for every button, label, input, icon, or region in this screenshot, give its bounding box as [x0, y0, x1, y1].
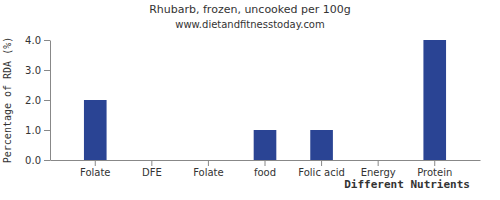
title: Rhubarb, frozen, uncooked per 100g [149, 3, 351, 16]
x-tick-mark [321, 160, 322, 166]
x-tick: Folate [80, 160, 111, 178]
x-tick-mark [434, 160, 435, 166]
bars [84, 40, 446, 160]
y-tick: 2.0 [25, 95, 50, 106]
bar [141, 160, 164, 161]
bar [423, 40, 446, 160]
y-tick-mark [44, 40, 50, 41]
plot: 0.0 1.0 2.0 3.0 4.0 Folate DFE Folate food Folic … [25, 35, 480, 178]
bar [84, 100, 107, 160]
y-tick-label: 4.0 [25, 35, 41, 46]
y-tick-mark [44, 100, 50, 101]
x-tick: Folic acid [298, 160, 345, 178]
x-tick: Folate [193, 160, 224, 178]
x-tick-label: Folic acid [298, 167, 345, 178]
x-tick-label: DFE [142, 167, 162, 178]
x-tick: food [254, 160, 276, 178]
y-tick: 1.0 [25, 125, 50, 136]
x-tick-mark [265, 160, 266, 166]
y-tick-label: 3.0 [25, 65, 41, 76]
x-tick-mark [208, 160, 209, 166]
bar [367, 160, 390, 161]
y-axis-title: Percentage of RDA (%) [2, 37, 13, 163]
y-tick-mark [44, 130, 50, 131]
y-axis: 0.0 1.0 2.0 3.0 4.0 [25, 35, 50, 166]
y-tick: 4.0 [25, 35, 50, 46]
x-tick-mark [378, 160, 379, 166]
y-tick-label: 1.0 [25, 125, 41, 136]
x-tick: DFE [142, 160, 162, 178]
x-tick-label: Protein [417, 167, 452, 178]
y-tick: 3.0 [25, 65, 50, 76]
x-tick-label: Folate [80, 167, 111, 178]
bar [310, 130, 333, 160]
y-tick: 0.0 [25, 155, 50, 166]
x-tick: Energy [361, 160, 396, 178]
bar [254, 130, 277, 160]
bar [197, 160, 220, 161]
y-tick-label: 0.0 [25, 155, 41, 166]
x-tick-label: Folate [193, 167, 224, 178]
y-tick-mark [44, 160, 50, 161]
x-tick-label: food [254, 167, 276, 178]
subtitle: www.dietandfitnesstoday.com [175, 19, 324, 30]
y-tick-mark [44, 70, 50, 71]
chart: 0.0 1.0 2.0 3.0 4.0 Folate DFE Folate food Folic … [0, 0, 500, 200]
y-tick-label: 2.0 [25, 95, 41, 106]
x-axis-title: Different Nutrients [344, 178, 470, 191]
x-tick: Protein [417, 160, 452, 178]
x-axis: Folate DFE Folate food Folic acid Energy Prote… [51, 160, 481, 178]
x-tick-mark [95, 160, 96, 166]
y-axis-line [50, 41, 51, 161]
x-tick-label: Energy [361, 167, 396, 178]
x-tick-mark [151, 160, 152, 166]
